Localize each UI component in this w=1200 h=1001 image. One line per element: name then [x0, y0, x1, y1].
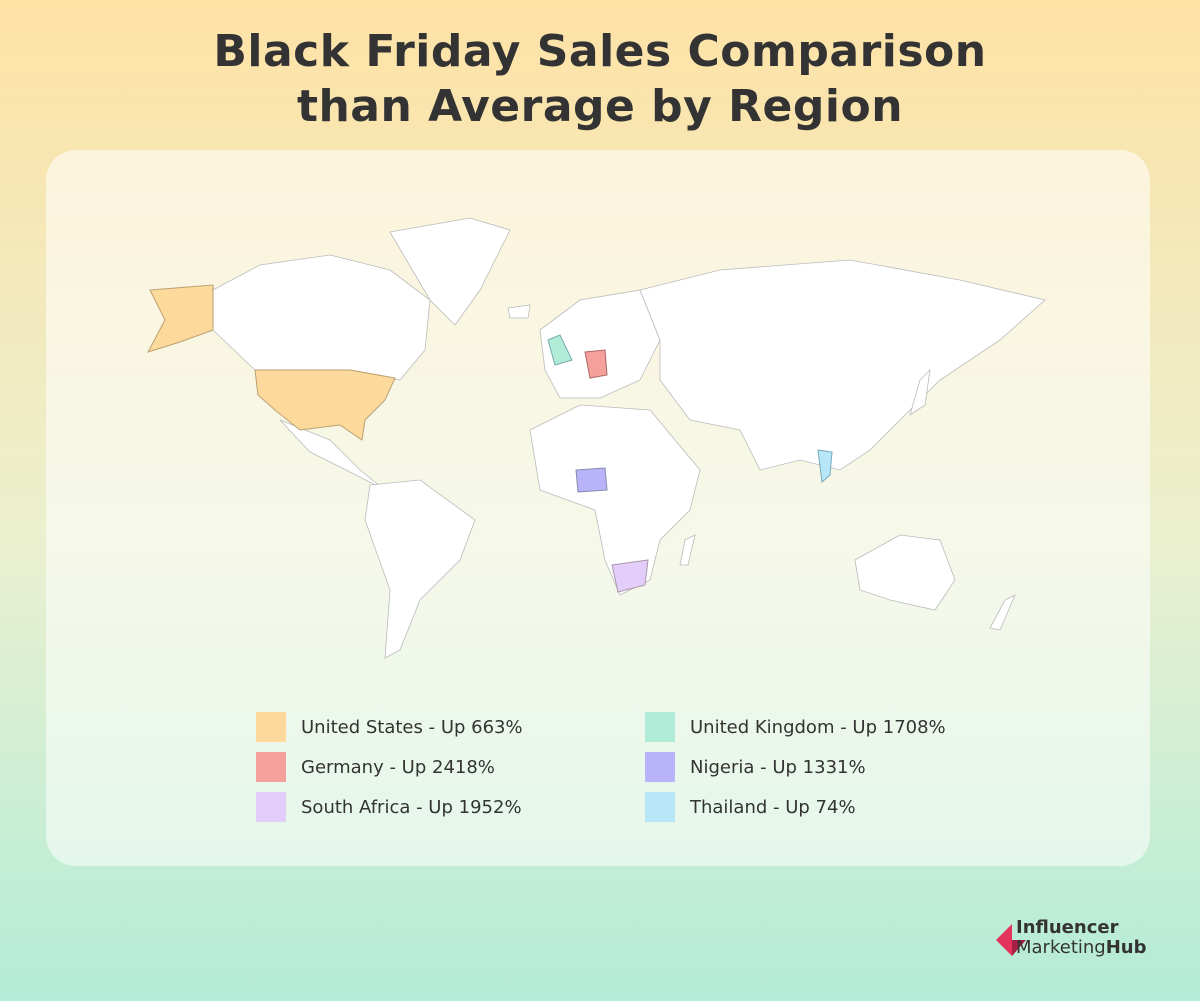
logo: Influencer MarketingHub: [1016, 918, 1146, 958]
title: Black Friday Sales Comparison: [213, 26, 987, 77]
legend-item: Thailand - Up 74%: [645, 792, 856, 822]
logo-mark: [996, 924, 1012, 956]
legend-label: United States - Up 663%: [301, 716, 523, 738]
legend-item: United States - Up 663%: [256, 712, 523, 742]
logo-mark: [1012, 940, 1026, 956]
united-kingdom: [547, 334, 573, 366]
logo-text: MarketingHub: [1016, 938, 1146, 958]
africa: [529, 404, 701, 596]
south-africa: [611, 559, 649, 593]
legend-swatch: [256, 792, 286, 822]
legend-label: Thailand - Up 74%: [690, 796, 856, 818]
united-states: [254, 369, 396, 441]
legend-item: Germany - Up 2418%: [256, 752, 495, 782]
madagascar: [679, 534, 696, 566]
logo-text: Influencer: [1016, 917, 1119, 938]
legend-label: Germany - Up 2418%: [301, 756, 495, 778]
legend-item: South Africa - Up 1952%: [256, 792, 522, 822]
japan: [909, 368, 931, 416]
legend-swatch: [645, 712, 675, 742]
legend-label: South Africa - Up 1952%: [301, 796, 522, 818]
legend-label: Nigeria - Up 1331%: [690, 756, 866, 778]
legend-swatch: [256, 752, 286, 782]
thailand: [817, 449, 833, 483]
legend-swatch: [645, 792, 675, 822]
logo-text: Marketing: [1016, 937, 1106, 958]
new-zealand: [989, 594, 1016, 631]
legend-item: United Kingdom - Up 1708%: [645, 712, 946, 742]
alaska: [146, 284, 214, 353]
europe: [539, 289, 661, 399]
central-america: [279, 419, 386, 491]
title: than Average by Region: [296, 81, 904, 132]
legend-label: United Kingdom - Up 1708%: [690, 716, 946, 738]
south-america: [364, 479, 476, 659]
canada: [212, 254, 431, 381]
iceland: [507, 304, 531, 319]
asia: [639, 259, 1046, 471]
greenland: [389, 217, 511, 326]
legend-item: Nigeria - Up 1331%: [645, 752, 866, 782]
legend-swatch: [645, 752, 675, 782]
legend-swatch: [256, 712, 286, 742]
logo-text: Hub: [1105, 937, 1147, 958]
nigeria: [575, 467, 608, 493]
germany: [584, 349, 608, 379]
australia: [854, 534, 956, 611]
